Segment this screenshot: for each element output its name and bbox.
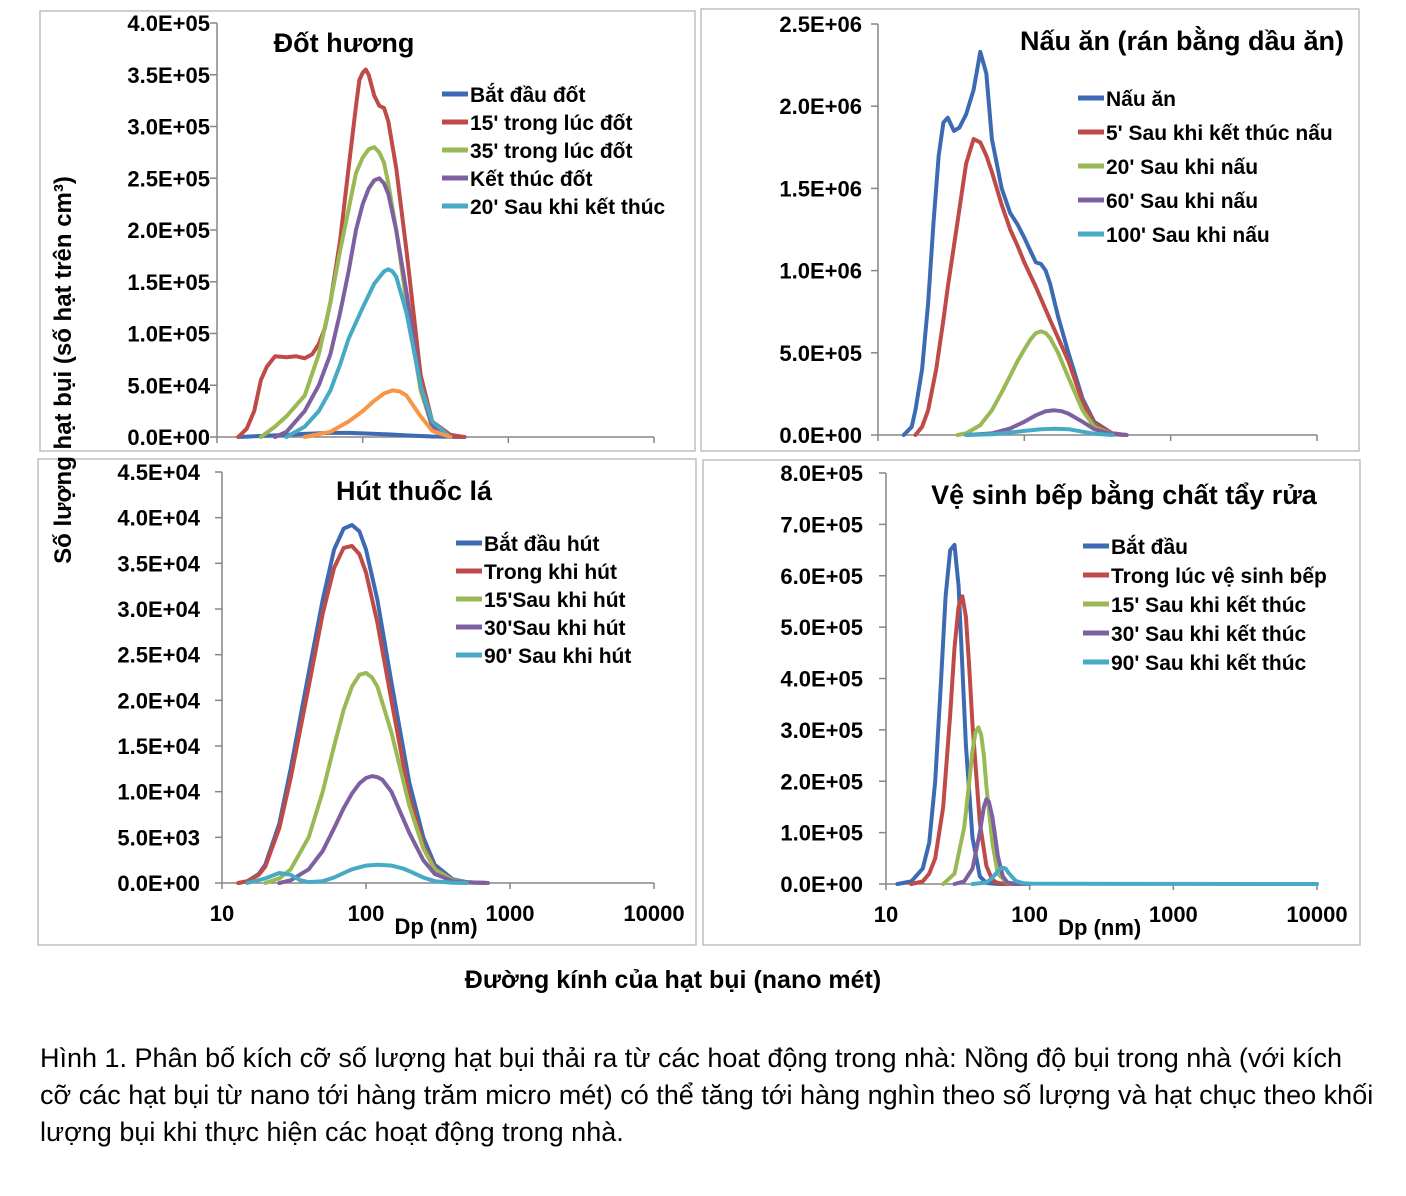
series-line-3 <box>955 329 1129 437</box>
series-line-6 <box>302 388 453 439</box>
x-tick-label: 1000 <box>1149 902 1198 927</box>
chart-title: Hút thuốc lá <box>336 476 493 506</box>
y-tick-label: 3.5E+05 <box>127 63 210 88</box>
chart-title: Vệ sinh bếp bằng chất tẩy rửa <box>931 479 1318 510</box>
panel-border <box>700 8 1360 452</box>
legend-label: 15' trong lúc đốt <box>470 112 633 135</box>
global-y-axis-label-wrap: Số lượng hạt bụi (số hạt trên cm³) <box>44 120 84 620</box>
legend-label: Trong khi hút <box>484 561 617 584</box>
y-tick-label: 1.0E+04 <box>117 780 200 805</box>
x-tick-label: 100 <box>1011 902 1048 927</box>
y-tick-label: 0.0E+00 <box>780 872 863 897</box>
series-line-2 <box>236 544 490 885</box>
y-tick-label: 1.5E+04 <box>117 734 200 759</box>
legend-label: 90' Sau khi hút <box>484 645 631 668</box>
y-tick-label: 2.0E+05 <box>780 769 863 794</box>
series-line-2 <box>236 67 467 439</box>
legend-label: 35' trong lúc đốt <box>470 140 633 163</box>
chart-panel-2: 0.0E+00 5.0E+05 1.0E+06 1.5E+06 2.0E+06 2.5E+… <box>700 8 1360 452</box>
chart-panel-1: 0.0E+00 5.0E+04 1.0E+05 1.5E+05 2.0E+05 2.5E+… <box>39 10 696 452</box>
y-tick-label: 8.0E+05 <box>780 461 863 486</box>
series-line-1 <box>901 49 1129 437</box>
chart-title: Đốt hương <box>274 28 415 58</box>
y-tick-label: 4.0E+05 <box>780 667 863 692</box>
legend-label: 20' Sau khi kết thúc <box>470 196 666 219</box>
y-tick-label: 2.5E+06 <box>779 12 862 37</box>
y-tick-label: 1.0E+05 <box>780 821 863 846</box>
y-tick-label: 3.0E+04 <box>117 597 200 622</box>
charts-svg: 0.0E+00 5.0E+04 1.0E+05 1.5E+05 2.0E+05 2.5E+… <box>37 8 1361 946</box>
y-tick-label: 5.0E+05 <box>779 341 862 366</box>
series-line-4 <box>273 176 453 439</box>
chart-panel-3: 0.0E+00 5.0E+03 1.0E+04 1.5E+04 2.0E+04 2.5E+… <box>37 458 697 946</box>
y-tick-label: 0.0E+00 <box>117 871 200 896</box>
y-tick-label: 0.0E+00 <box>127 425 210 450</box>
legend-label: Bắt đầu <box>1111 535 1188 559</box>
series-line-4 <box>952 797 1032 886</box>
legend-label: 90' Sau khi kết thúc <box>1111 652 1307 675</box>
global-x-axis-label: Đường kính của hạt bụi (nano mét) <box>464 966 882 994</box>
legend-label: Kết thúc đốt <box>470 168 592 191</box>
chart-panel-4: 0.0E+00 1.0E+05 2.0E+05 3.0E+05 4.0E+05 5.0E+… <box>702 459 1361 946</box>
x-axis-label: Dp (nm) <box>1058 915 1141 940</box>
legend-label: Bắt đầu hút <box>484 532 600 556</box>
x-tick-label: 10000 <box>623 901 684 926</box>
series-line-3 <box>263 670 490 885</box>
panel-border <box>702 459 1361 946</box>
y-tick-label: 3.0E+05 <box>780 718 863 743</box>
series-line-5 <box>245 862 469 885</box>
series-line-4 <box>277 774 490 885</box>
figure-caption: Hình 1. Phân bố kích cỡ số lượng hạt bụi… <box>40 1043 1374 1147</box>
y-tick-label: 1.5E+05 <box>127 270 210 295</box>
series-line-2 <box>909 594 1032 886</box>
y-tick-label: 4.5E+04 <box>117 460 200 485</box>
y-tick-label: 2.0E+05 <box>127 218 210 243</box>
panel-border <box>37 458 697 946</box>
figure: 0.0E+00 5.0E+04 1.0E+05 1.5E+05 2.0E+05 2.5E+… <box>37 8 1361 946</box>
legend-label: 5' Sau khi kết thúc nấu <box>1106 122 1333 145</box>
panel-border <box>39 10 696 452</box>
series-line-5 <box>970 865 1319 886</box>
x-tick-label: 10 <box>210 901 234 926</box>
y-tick-label: 2.5E+05 <box>127 166 210 191</box>
legend-label: 30' Sau khi kết thúc <box>1111 623 1307 646</box>
global-y-axis-label: Số lượng hạt bụi (số hạt trên cm³) <box>50 176 77 564</box>
legend-label: 20' Sau khi nấu <box>1106 156 1258 179</box>
y-tick-label: 5.0E+03 <box>117 825 200 850</box>
series-line-5 <box>964 426 1115 437</box>
legend-label: 100' Sau khi nấu <box>1106 224 1270 247</box>
y-tick-label: 2.5E+04 <box>117 643 200 668</box>
y-tick-label: 1.0E+06 <box>779 259 862 284</box>
y-tick-label: 7.0E+05 <box>780 512 863 537</box>
y-tick-label: 6.0E+05 <box>780 564 863 589</box>
y-tick-label: 0.0E+00 <box>779 423 862 448</box>
legend-label: Trong lúc vệ sinh bếp <box>1111 565 1327 588</box>
x-tick-label: 10 <box>874 902 898 927</box>
y-tick-label: 2.0E+06 <box>779 94 862 119</box>
legend-label: 15' Sau khi kết thúc <box>1111 594 1307 617</box>
x-tick-label: 10000 <box>1286 902 1347 927</box>
legend-label: Bắt đầu đốt <box>470 83 586 107</box>
chart-title: Nấu ăn (rán bằng dầu ăn) <box>1020 25 1344 56</box>
legend-label: Nấu ăn <box>1106 88 1176 111</box>
x-tick-label: 1000 <box>486 901 535 926</box>
series-line-1 <box>236 523 490 885</box>
legend-label: 15'Sau khi hút <box>484 589 626 612</box>
x-axis-label: Dp (nm) <box>394 914 477 939</box>
legend-label: 30'Sau khi hút <box>484 617 626 640</box>
y-tick-label: 3.5E+04 <box>117 551 200 576</box>
series-line-5 <box>284 267 453 439</box>
y-tick-label: 5.0E+04 <box>127 373 210 398</box>
y-tick-label: 1.5E+06 <box>779 176 862 201</box>
y-tick-label: 5.0E+05 <box>780 615 863 640</box>
y-tick-label: 4.0E+04 <box>117 506 200 531</box>
legend-label: 60' Sau khi nấu <box>1106 190 1258 213</box>
y-tick-label: 3.0E+05 <box>127 115 210 140</box>
y-tick-label: 1.0E+05 <box>127 322 210 347</box>
x-tick-label: 100 <box>348 901 385 926</box>
y-tick-label: 4.0E+05 <box>127 11 210 36</box>
y-tick-label: 2.0E+04 <box>117 688 200 713</box>
series-line-2 <box>913 137 1129 437</box>
series-line-4 <box>964 408 1129 437</box>
